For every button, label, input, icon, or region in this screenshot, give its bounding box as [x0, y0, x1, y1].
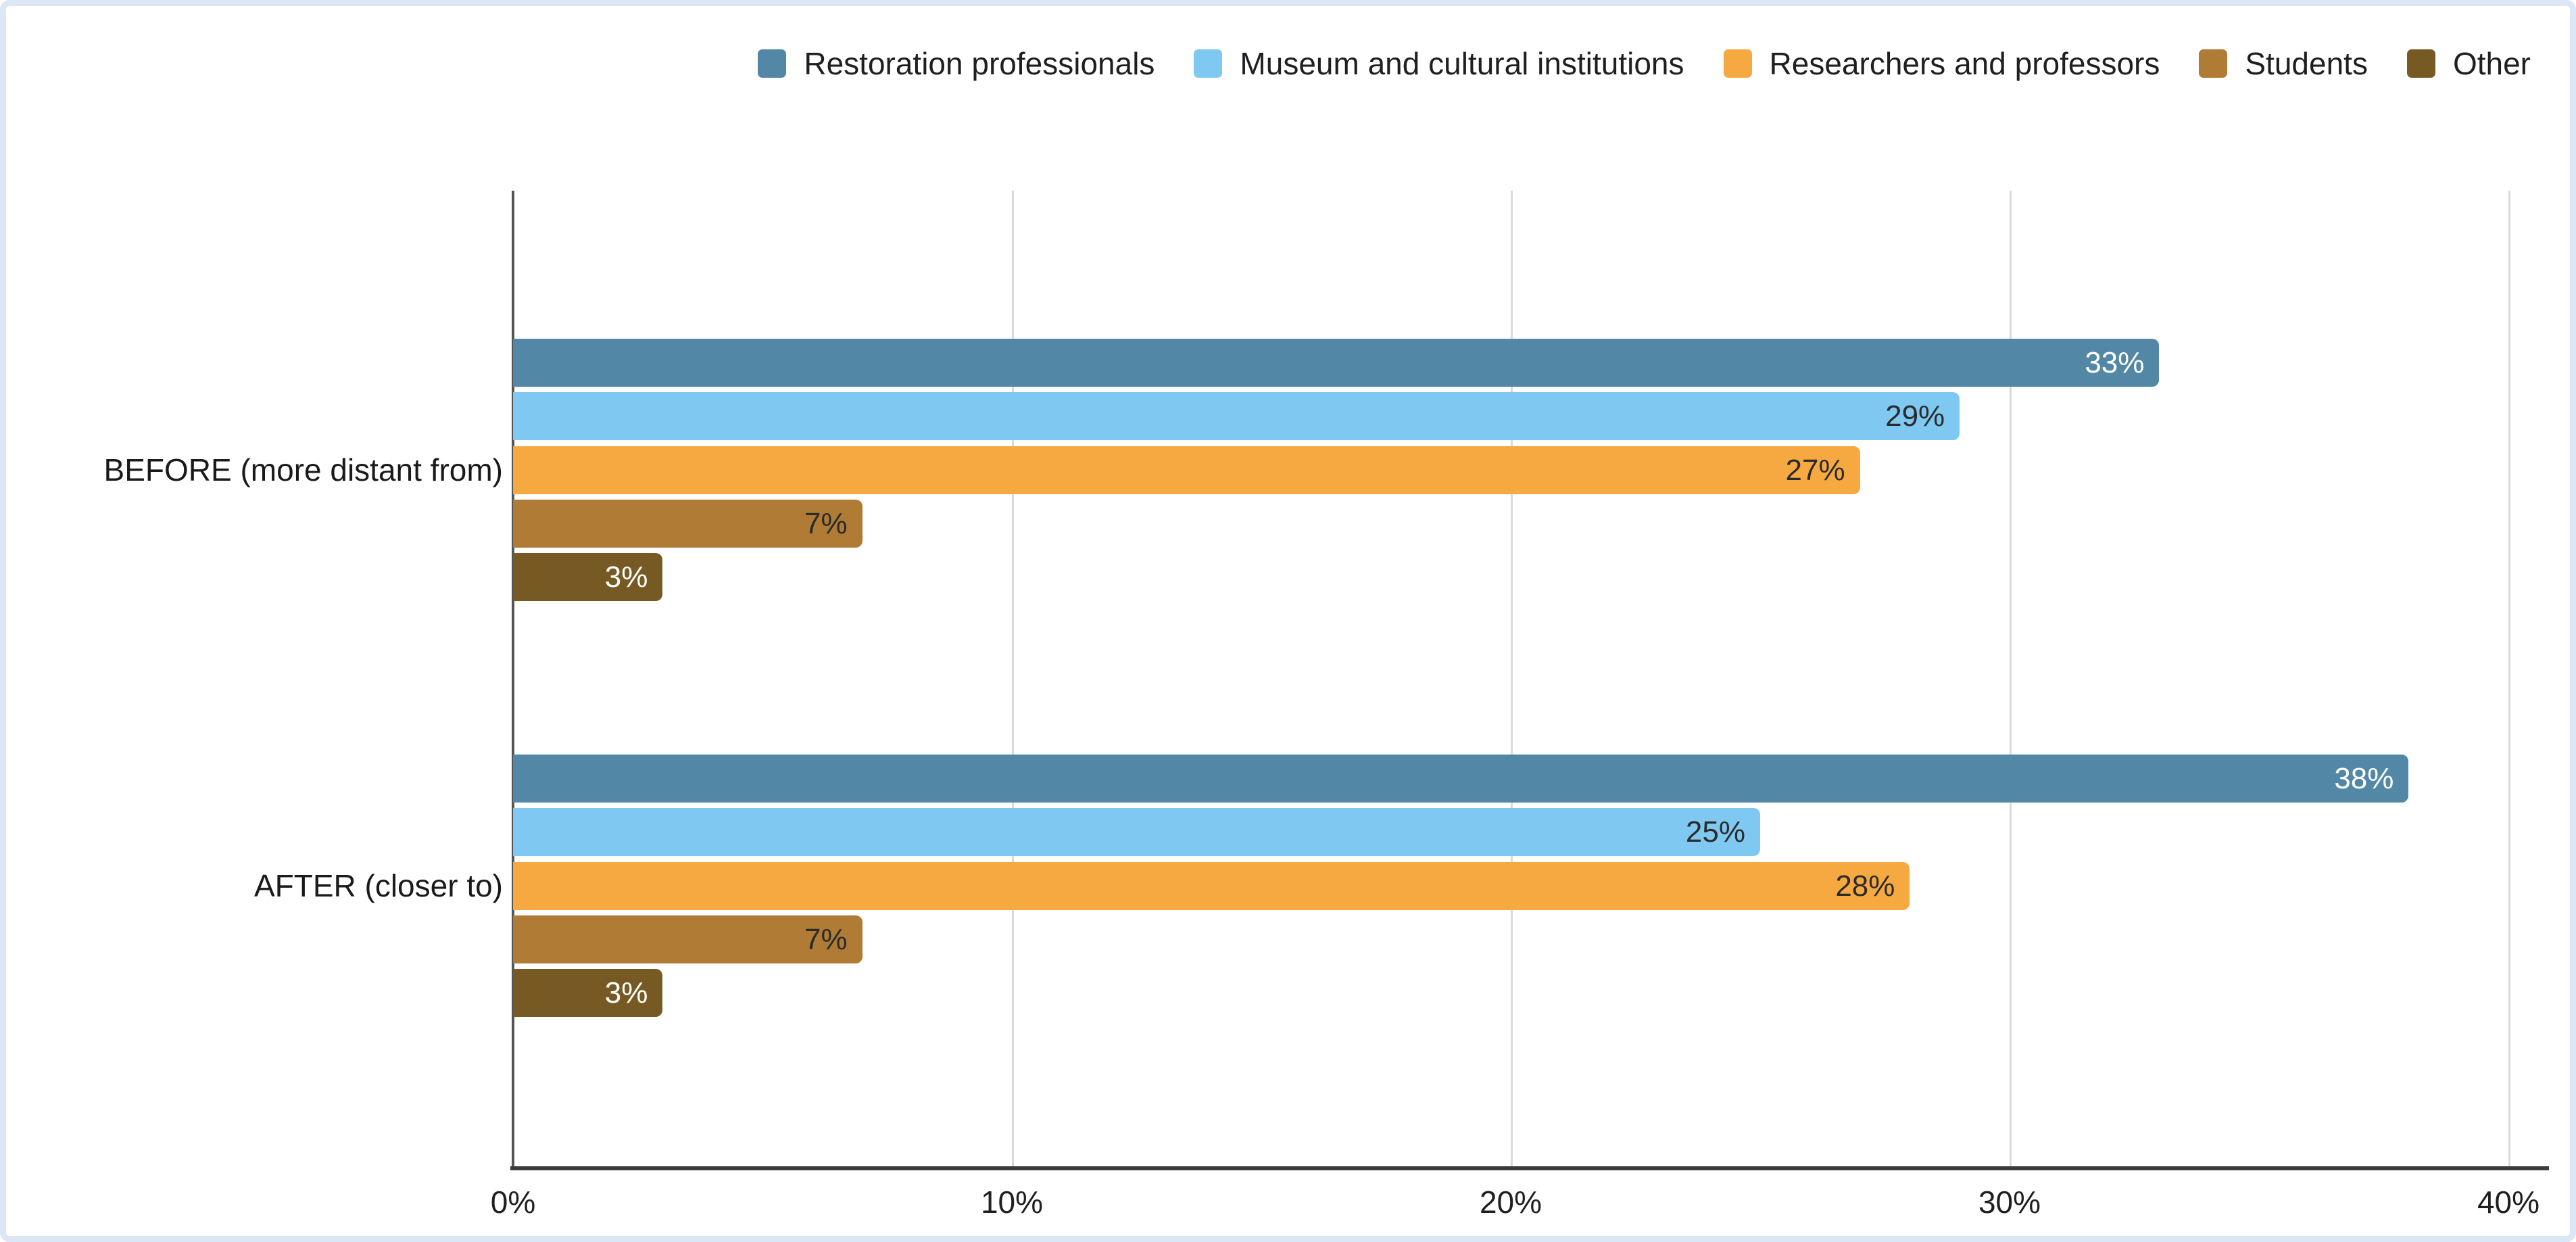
x-tick-label-40: 40% [2477, 1185, 2540, 1220]
legend-label: Other [2452, 46, 2531, 81]
bar-after-other: 3% [513, 969, 663, 1018]
plot-area: BEFORE (more distant from) 33% 29% 27% 7% 3% A… [6, 6, 2570, 1236]
bar-before-restoration-professionals: 33% [513, 339, 2160, 387]
legend-swatch-icon [758, 49, 787, 78]
bar-value-label: 27% [1785, 453, 1845, 487]
bar-after-museum-and-cultural-institutions: 25% [513, 808, 1760, 857]
bar-before-museum-and-cultural-institutions: 29% [513, 392, 1960, 441]
legend-swatch-icon [2406, 49, 2435, 78]
bar-after-students: 7% [513, 915, 862, 963]
x-tick-label-0: 0% [490, 1185, 536, 1220]
legend-item-researchers-and-professors: Researchers and professors [1723, 45, 2160, 82]
legend-item-museum-and-cultural-institutions: Museum and cultural institutions [1194, 45, 1684, 82]
legend-swatch-icon [1194, 49, 1223, 78]
bar-after-restoration-professionals: 38% [513, 755, 2409, 803]
legend-label: Researchers and professors [1769, 46, 2160, 81]
legend-item-students: Students [2199, 45, 2368, 82]
bar-value-label: 29% [1885, 400, 1945, 433]
gridline [2508, 191, 2510, 1168]
legend-label: Museum and cultural institutions [1240, 46, 1684, 81]
bar-before-students: 7% [513, 499, 862, 548]
bar-value-label: 3% [604, 560, 648, 594]
legend-item-other: Other [2406, 45, 2531, 82]
bar-before-researchers-and-professors: 27% [513, 446, 1860, 494]
category-label-before-more-distant-from: BEFORE (more distant from) [103, 452, 503, 488]
bar-value-label: 25% [1685, 815, 1745, 849]
category-label-after-closer-to: AFTER (closer to) [253, 868, 503, 904]
x-axis-line [510, 1166, 2549, 1170]
bar-value-label: 7% [804, 922, 848, 956]
bar-after-researchers-and-professors: 28% [513, 861, 1910, 910]
x-tick-label-10: 10% [980, 1185, 1044, 1220]
legend-label: Students [2245, 46, 2368, 81]
y-axis-line [512, 191, 514, 1168]
legend-swatch-icon [2199, 49, 2228, 78]
x-tick-label-20: 20% [1479, 1185, 1542, 1220]
legend-swatch-icon [1723, 49, 1752, 78]
gridline [1012, 191, 1014, 1168]
bar-value-label: 28% [1835, 869, 1895, 903]
bar-before-other: 3% [513, 553, 663, 602]
bar-value-label: 7% [804, 506, 848, 540]
bar-value-label: 38% [2334, 762, 2394, 795]
gridline [2010, 191, 2012, 1168]
bar-value-label: 3% [604, 976, 648, 1010]
bar-value-label: 33% [2085, 346, 2145, 379]
legend: Restoration professionals Museum and cult… [758, 45, 2531, 82]
legend-label: Restoration professionals [804, 46, 1155, 81]
gridline [1511, 191, 1513, 1168]
x-tick-label-30: 30% [1978, 1185, 2041, 1220]
legend-item-restoration-professionals: Restoration professionals [758, 45, 1155, 82]
